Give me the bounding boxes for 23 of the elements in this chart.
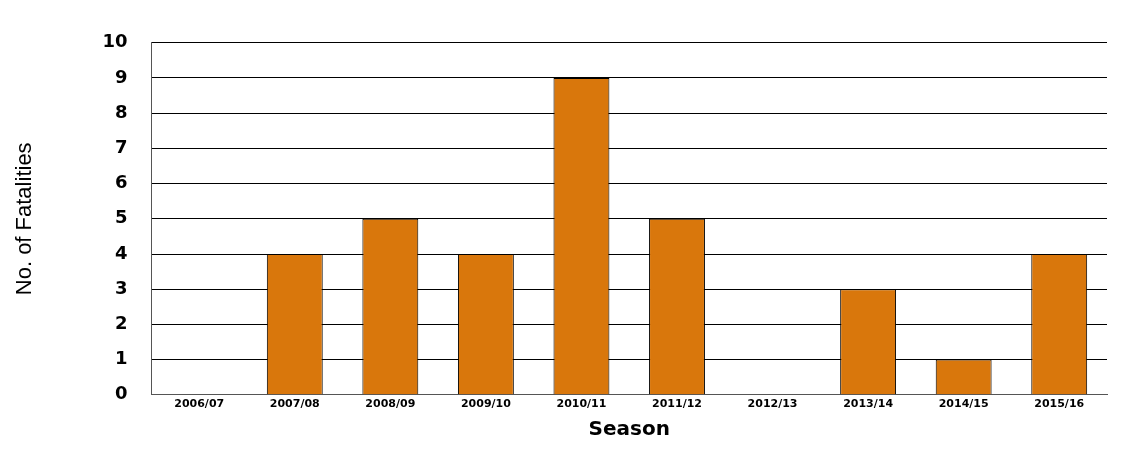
x-tick-label: 2008/09 [365, 397, 416, 411]
y-tick-label: 6 [114, 171, 128, 193]
y-tick-label: 8 [114, 100, 128, 122]
x-tick-label: 2007/08 [269, 397, 320, 411]
x-tick-label: 2012/13 [747, 397, 798, 411]
x-tick-label: 2009/10 [460, 397, 512, 411]
y-axis-title: No. of Fatalities [11, 142, 37, 296]
x-tick-label: 2010/11 [556, 397, 607, 411]
y-tick-label: 7 [114, 136, 128, 158]
y-tick-label: 10 [102, 30, 128, 52]
y-tick-label: 9 [114, 65, 128, 87]
y-tick-label: 2 [114, 312, 128, 334]
y-tick-label: 4 [114, 241, 128, 263]
x-tick-label: 2013/14 [843, 397, 894, 411]
x-tick-label: 2006/07 [174, 397, 225, 411]
y-tick-label: 3 [114, 276, 128, 298]
x-tick-label: 2015/16 [1034, 397, 1085, 411]
y-tick-label: 1 [114, 347, 128, 369]
x-tick-label: 2011/12 [652, 397, 702, 411]
y-tick-label: 0 [114, 382, 128, 404]
x-axis-title: Season [588, 416, 670, 441]
y-tick-label: 5 [114, 206, 128, 228]
x-tick-label: 2014/15 [938, 397, 989, 411]
